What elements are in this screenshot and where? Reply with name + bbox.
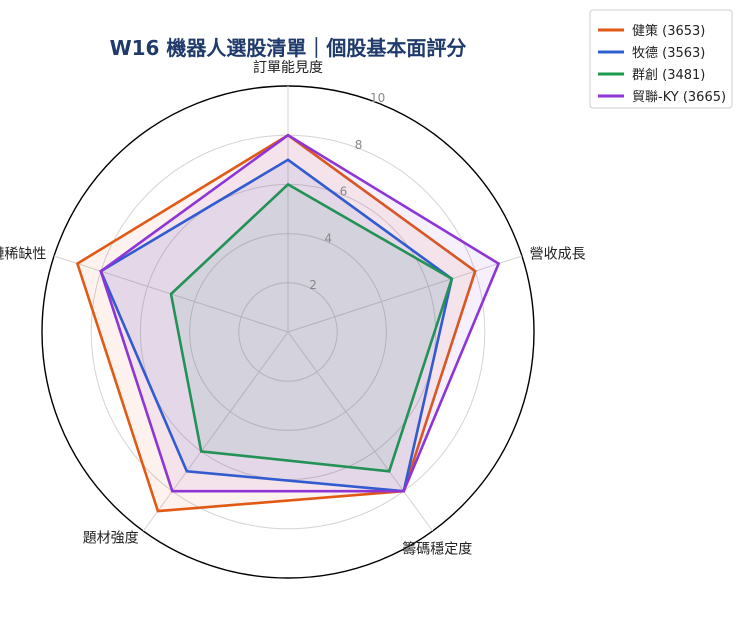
series-0-polygon <box>75 133 477 513</box>
spoke-0 <box>287 255 523 333</box>
legend-label-3: 貿聯-KY (3665) <box>632 90 726 105</box>
spoke-4 <box>287 331 433 532</box>
r-tick-label-8: 8 <box>355 138 363 152</box>
axis-label-0: 營收成長 <box>530 247 586 263</box>
series-2-polygon <box>169 182 454 473</box>
chart-title: W16 機器人選股清單｜個股基本面評分 <box>110 36 467 60</box>
legend-box <box>589 9 733 109</box>
r-tick-label-6: 6 <box>340 185 348 199</box>
axis-label-2: 供應鏈稀缺性 <box>0 246 46 263</box>
legend-label-0: 健策 (3653) <box>632 23 705 39</box>
series-3-polygon <box>99 133 501 493</box>
r-tick-label-10: 10 <box>370 91 385 105</box>
axis-label-3: 題材強度 <box>83 531 139 547</box>
r-tick-label-4: 4 <box>324 231 332 245</box>
axis-label-1: 訂單能見度 <box>253 60 323 76</box>
legend-label-2: 群創 (3481) <box>632 68 705 83</box>
legend-label-1: 牧德 (3563) <box>632 46 705 61</box>
spoke-3 <box>143 331 289 532</box>
legend: 健策 (3653) 牧德 (3563) 群創 (3481) 貿聯-KY (366… <box>589 9 733 109</box>
axis-label-4: 籌碼穩定度 <box>402 542 472 558</box>
series-1-polygon <box>99 158 454 493</box>
r-tick-label-2: 2 <box>309 278 317 292</box>
